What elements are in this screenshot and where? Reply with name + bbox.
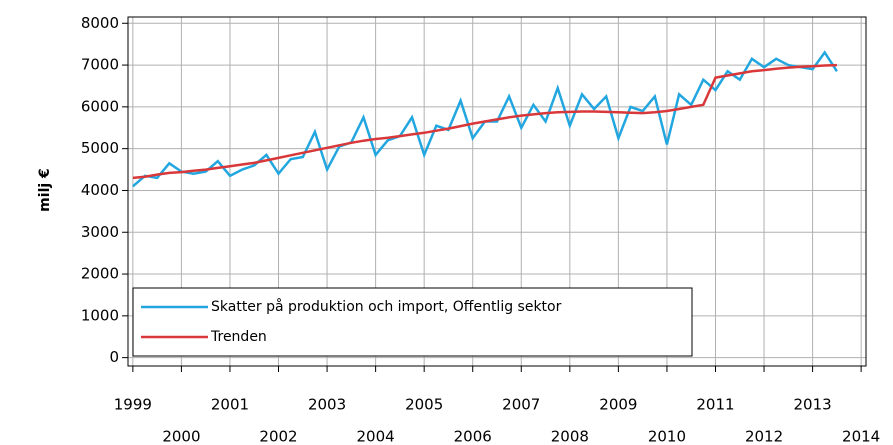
legend-label: Trenden [210, 329, 267, 345]
y-tick-label: 2000 [81, 265, 119, 283]
x-tick-label: 2006 [454, 428, 492, 445]
x-tick-label: 1999 [114, 396, 152, 414]
x-tick-label: 2010 [648, 428, 686, 445]
y-tick-label: 5000 [81, 139, 119, 157]
y-tick-label: 3000 [81, 223, 119, 241]
y-tick-label: 1000 [81, 306, 119, 324]
data-line [132, 63, 837, 180]
y-axis-label: milj € [37, 168, 53, 212]
legend-box [132, 287, 693, 357]
x-tick-label: 2004 [357, 428, 395, 445]
y-tick-label: 0 [109, 348, 119, 366]
x-tick-label: 2003 [308, 396, 346, 414]
legend-label: Skatter på produktion och import, Offent… [211, 298, 562, 315]
x-tick-label: 2007 [502, 396, 540, 414]
x-tick-label: 2002 [259, 428, 297, 445]
x-tick-label: 2008 [551, 428, 589, 445]
x-tick-label: 2005 [405, 396, 443, 414]
plot-frame [127, 16, 867, 367]
y-tick-label: 4000 [81, 181, 119, 199]
x-tick-label: 2000 [162, 428, 200, 445]
y-tick-label: 8000 [81, 14, 119, 32]
x-tick-label: 2001 [211, 396, 249, 414]
x-tick-label: 2012 [745, 428, 783, 445]
x-tick-label: 2011 [696, 396, 734, 414]
x-tick-label: 2009 [599, 396, 637, 414]
x-tick-label: 2014 [842, 428, 880, 445]
y-tick-label: 7000 [81, 56, 119, 74]
legend: Skatter på produktion och import, Offent… [132, 287, 693, 357]
x-tick-label: 2013 [793, 396, 831, 414]
y-tick-label: 6000 [81, 97, 119, 115]
